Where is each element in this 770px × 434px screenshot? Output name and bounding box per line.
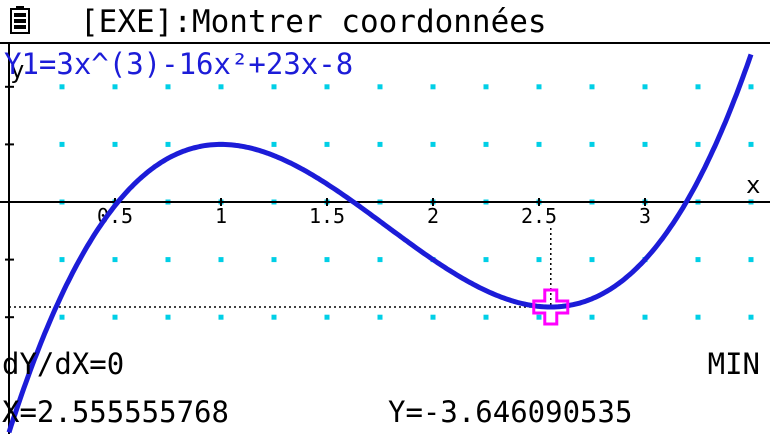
grid-dot: [377, 257, 383, 263]
grid-dot: [324, 141, 330, 147]
x-tick-label: 2.5: [521, 204, 557, 228]
grid-dot: [642, 84, 648, 90]
grid-dot: [430, 141, 436, 147]
grid-dot: [59, 84, 65, 90]
grid-dot: [59, 141, 65, 147]
x-coordinate-readout: X=2.555555768: [2, 395, 229, 429]
x-tick-label: 1.5: [309, 204, 345, 228]
grid-dot: [695, 141, 701, 147]
derivative-readout: dY/dX=0: [2, 347, 125, 381]
grid-dot: [748, 257, 754, 263]
grid-dot: [377, 141, 383, 147]
grid-dot: [59, 314, 65, 320]
grid-dot: [377, 84, 383, 90]
function-curve: [6, 53, 754, 434]
grid-dot: [218, 84, 224, 90]
grid-dot: [536, 314, 542, 320]
x-axis-name: x: [746, 171, 760, 199]
y-axis-name: y: [10, 56, 24, 84]
status-bar: [EXE]:Montrer coordonnées: [0, 0, 770, 44]
grid-dot: [165, 141, 171, 147]
grid-dot: [324, 314, 330, 320]
x-tick-label: 3: [639, 204, 651, 228]
grid-dot: [748, 141, 754, 147]
battery-icon: [10, 6, 30, 34]
grid-dot: [324, 257, 330, 263]
grid-dot: [218, 257, 224, 263]
grid-dot: [59, 257, 65, 263]
grid-dot: [536, 141, 542, 147]
grid-dot: [271, 257, 277, 263]
extremum-type-label: MIN: [707, 347, 760, 381]
grid-dot: [748, 84, 754, 90]
grid-dot: [589, 84, 595, 90]
grid-dot: [695, 84, 701, 90]
grid-dot: [165, 257, 171, 263]
x-tick-label: 2: [427, 204, 439, 228]
grid-dot: [536, 84, 542, 90]
grid-dot: [589, 314, 595, 320]
grid-dot: [324, 84, 330, 90]
grid-dot: [589, 257, 595, 263]
grid-dot: [536, 257, 542, 263]
grid-dot: [218, 314, 224, 320]
function-label: Y1=3x^(3)-16x²+23x-8: [4, 47, 354, 81]
grid-dot: [271, 314, 277, 320]
grid-dot: [112, 314, 118, 320]
grid-dot: [271, 84, 277, 90]
y-coordinate-readout: Y=-3.646090535: [388, 395, 633, 429]
grid-dot: [642, 141, 648, 147]
grid-dot: [748, 314, 754, 320]
cursor-cross-icon[interactable]: [532, 288, 570, 326]
grid-dot: [483, 84, 489, 90]
x-tick-labels: 0.5 1 1.5 2 2.5 3: [97, 198, 651, 228]
grid-dot: [112, 84, 118, 90]
x-tick-label: 1: [215, 204, 227, 228]
graph-area[interactable]: 0.5 1 1.5 2 2.5 3 x y: [0, 44, 770, 434]
grid-dot: [112, 141, 118, 147]
grid-dot: [165, 84, 171, 90]
grid-dot: [112, 257, 118, 263]
grid-dot: [483, 141, 489, 147]
grid-dot: [430, 314, 436, 320]
grid-dot: [271, 141, 277, 147]
status-title: [EXE]:Montrer coordonnées: [80, 4, 547, 40]
trace-cursor[interactable]: [532, 288, 570, 326]
grid-dot: [695, 257, 701, 263]
y-ticks: [5, 85, 14, 319]
grid-dot: [589, 141, 595, 147]
grid-dot: [165, 314, 171, 320]
grid-dot: [483, 314, 489, 320]
grid-dot: [695, 314, 701, 320]
grid-dot: [430, 84, 436, 90]
grid-dot: [377, 314, 383, 320]
grid-dot: [483, 257, 489, 263]
grid-dot: [642, 314, 648, 320]
